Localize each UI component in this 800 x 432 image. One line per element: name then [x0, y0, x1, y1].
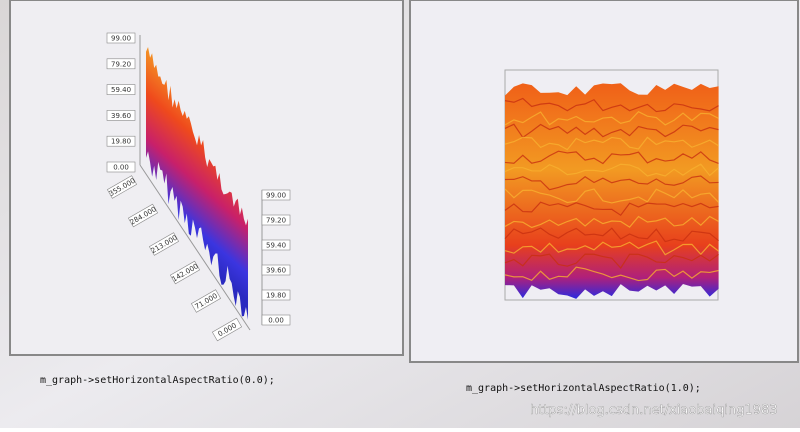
caption: m_graph->setHorizontalAspectRatio(1.0); [466, 383, 701, 394]
surface-ridge [504, 253, 719, 269]
surface-ridge [504, 215, 719, 229]
tick-box: 0.00 [261, 314, 291, 326]
tick-frame [261, 239, 291, 251]
surface-ridge [504, 175, 719, 191]
right-surface [504, 83, 720, 299]
tick-frame [106, 84, 136, 95]
tick-frame [127, 203, 159, 228]
tick-frame [261, 214, 291, 226]
tick-box: 39.60 [261, 264, 291, 276]
tick-label: 0.00 [113, 164, 129, 172]
surface-ridge [504, 136, 719, 151]
tick-label: 19.80 [111, 138, 131, 146]
tick-frame [211, 317, 243, 342]
tick-frame [106, 58, 136, 70]
tick-box: 99.00 [106, 32, 136, 44]
surface-ridge [504, 150, 719, 165]
tick-box: 19.80 [261, 289, 291, 301]
tick-label: 79.20 [266, 217, 286, 225]
tick-label: 0.00 [268, 317, 284, 325]
tick-label: 59.40 [266, 242, 286, 250]
tick-frame [261, 314, 291, 326]
left-surface [146, 47, 248, 320]
tick-label: 19.80 [266, 292, 286, 300]
tick-frame [106, 175, 138, 199]
surface-ridge [504, 163, 719, 177]
tick-box: 59.40 [106, 84, 136, 95]
tick-label: 39.60 [266, 267, 286, 275]
tick-frame [106, 110, 136, 121]
tick-label: 99.00 [111, 35, 131, 43]
tick-box: 79.20 [261, 214, 291, 226]
tick-frame [261, 289, 291, 301]
caption: m_graph->setHorizontalAspectRatio(0.0); [40, 375, 275, 386]
tick-box: 99.00 [261, 189, 291, 201]
tick-label: 79.20 [111, 60, 131, 68]
tick-frame [106, 135, 136, 147]
tick-box: 39.60 [106, 110, 136, 121]
tick-label: 99.00 [266, 192, 286, 200]
tick-frame [261, 264, 291, 276]
tick-label: 59.40 [111, 86, 131, 94]
tick-box: 19.80 [106, 135, 136, 147]
axis-line [139, 164, 251, 331]
tick-frame [169, 260, 201, 285]
surface-ridge [504, 188, 720, 204]
tick-label: 39.60 [111, 112, 131, 120]
surface-band [146, 47, 248, 320]
tick-frame [106, 161, 136, 173]
surface-ridge [504, 97, 719, 113]
tick-box: 59.40 [261, 239, 291, 251]
tick-frame [261, 189, 291, 201]
surface-ridge [504, 227, 719, 243]
surface-ridge [504, 123, 719, 139]
surface-ridge [504, 110, 719, 126]
tick-box: 79.20 [106, 58, 136, 70]
tick-box: 0.00 [106, 161, 136, 173]
watermark: https://blog.csdn.net/xiaobaiqing1983 [530, 403, 778, 418]
surface-ridge [504, 240, 719, 256]
tick-frame [148, 232, 180, 256]
tick-frame [190, 289, 222, 313]
tick-frame [106, 32, 136, 44]
surface-ridge [504, 266, 719, 282]
surface-ridge [504, 201, 719, 217]
